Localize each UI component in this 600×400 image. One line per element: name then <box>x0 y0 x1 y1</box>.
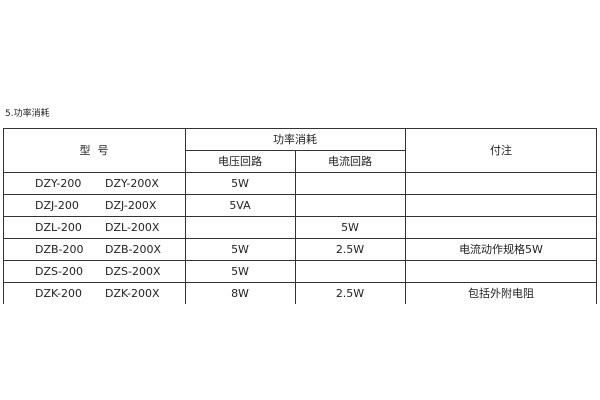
model-a: DZK-200 <box>35 286 83 300</box>
model-a: DZL-200 <box>35 220 82 234</box>
note-cell <box>405 194 597 216</box>
row-divider <box>3 238 597 239</box>
row-divider <box>3 260 597 261</box>
table-border-top <box>3 128 597 129</box>
current-circuit-cell <box>295 172 405 194</box>
model-b: DZK-200X <box>105 286 160 300</box>
note-cell <box>405 216 597 238</box>
note-cell: 包括外附电阻 <box>468 287 534 300</box>
model-cell: DZK-200 DZK-200X <box>3 282 185 304</box>
model-cell: DZS-200 DZS-200X <box>3 260 185 282</box>
model-cell: DZL-200 DZL-200X <box>3 216 185 238</box>
note-cell <box>405 260 597 282</box>
row-divider <box>3 194 597 195</box>
section-title: 5.功率消耗 <box>5 109 50 119</box>
row-divider <box>3 172 597 173</box>
header-model: 型 号 <box>79 144 109 157</box>
model-b: DZS-200X <box>105 264 161 278</box>
current-circuit-cell: 2.5W <box>335 286 365 300</box>
current-circuit-cell <box>295 194 405 216</box>
model-cell: DZB-200 DZB-200X <box>3 238 185 260</box>
header-current-circuit: 电流回路 <box>328 155 372 168</box>
model-b: DZL-200X <box>105 220 160 234</box>
model-a: DZB-200 <box>35 242 84 256</box>
voltage-circuit-cell <box>185 216 295 238</box>
current-circuit-cell <box>295 260 405 282</box>
row-divider <box>3 216 597 217</box>
model-cell: DZJ-200 DZJ-200X <box>3 194 185 216</box>
model-b: DZJ-200X <box>105 198 157 212</box>
note-cell: 电流动作规格5W <box>459 243 543 256</box>
power-consumption-table: 型 号 功率消耗 电压回路 电流回路 付注 DZY-200 DZY-200X 5W D… <box>3 128 597 304</box>
voltage-circuit-cell: 5W <box>231 264 249 278</box>
row-divider <box>3 282 597 283</box>
header-note: 付注 <box>490 144 512 157</box>
current-circuit-cell: 2.5W <box>335 242 365 256</box>
voltage-circuit-cell: 5W <box>231 242 249 256</box>
header-voltage-circuit: 电压回路 <box>218 155 262 168</box>
model-a: DZS-200 <box>35 264 83 278</box>
model-a: DZJ-200 <box>35 198 79 212</box>
voltage-circuit-cell: 5W <box>231 176 249 190</box>
model-b: DZY-200X <box>105 176 159 190</box>
voltage-circuit-cell: 5VA <box>229 198 251 212</box>
model-cell: DZY-200 DZY-200X <box>3 172 185 194</box>
model-b: DZB-200X <box>105 242 162 256</box>
note-cell <box>405 172 597 194</box>
column-divider <box>295 150 296 304</box>
voltage-circuit-cell: 8W <box>231 286 249 300</box>
header-divider <box>185 150 405 151</box>
current-circuit-cell: 5W <box>341 220 359 234</box>
header-power: 功率消耗 <box>273 133 317 146</box>
model-a: DZY-200 <box>35 176 82 190</box>
